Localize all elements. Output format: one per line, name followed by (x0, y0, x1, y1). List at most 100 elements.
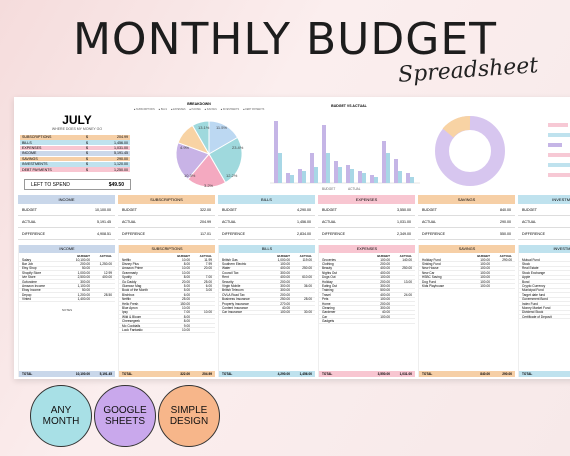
row-name: Glamour Mag (122, 284, 142, 289)
table-row[interactable]: Etsy Shop 50.00 (19, 266, 115, 272)
table-row[interactable]: Hello Fresh 150.00 (119, 302, 215, 307)
table-row[interactable]: Eating Out 300.00 (319, 284, 415, 289)
card-line-value: 4,908.51 (97, 231, 111, 236)
summary-currency: $ (86, 151, 88, 156)
row-budget: 10.00 (182, 327, 190, 332)
table-row[interactable]: Dog Fund 100.00 (419, 280, 515, 285)
row-actual: 10.00 (204, 310, 212, 315)
table-row[interactable]: Amazon Income 1,100.00 (19, 284, 115, 289)
table-row[interactable]: Mo Cocktails 9.00 (119, 324, 215, 329)
table-row[interactable]: Gadgets (319, 319, 415, 324)
table-row[interactable]: Groceries 100.00 140.00 (319, 258, 415, 263)
table-row[interactable]: Ebay Income 50.00 (19, 288, 115, 294)
table-row[interactable]: Certificate of Deposit (519, 315, 570, 320)
table-row[interactable]: Nights Out 400.00 (319, 271, 415, 276)
table-row[interactable]: OVLA Road Tax 200.00 (219, 293, 315, 298)
table-row[interactable]: Shopify Store 1,000.00 12.99 (19, 271, 115, 276)
table-row[interactable]: Rent 400.00 610.00 (219, 275, 315, 280)
summary-card: INVESTMENTS BUDGET ACTUAL DIFFERENCE (518, 195, 570, 241)
table-row[interactable]: Book of the Month 5.00 3.00 (119, 288, 215, 294)
table-row[interactable]: Disney Plus 8.00 7.99 (119, 262, 215, 267)
table-row[interactable]: New Car 100.00 (419, 271, 515, 276)
table-row[interactable]: Gardener 40.00 (319, 310, 415, 316)
table-row[interactable]: Gofundme 300.00 (19, 279, 115, 285)
table-row[interactable]: Depop 1,200.00 28.50 (19, 293, 115, 298)
table-row[interactable]: Ipsy 7.00 10.00 (119, 310, 215, 316)
table-header: BUDGET ACTUAL (419, 253, 515, 258)
table-row[interactable]: Vinted 1,400.00 (19, 297, 115, 302)
table-row[interactable]: British Gas 1,000.00 119.00 (219, 258, 315, 263)
row-actual: 30.00 (304, 310, 312, 315)
table-row[interactable]: Home 200.00 (319, 302, 415, 307)
table-row[interactable]: Beauty 400.00 250.00 (319, 266, 415, 272)
table-row[interactable]: Glamour Mag 5.00 6.00 (119, 284, 215, 289)
table-row[interactable]: Stock Exchange (519, 270, 570, 276)
detail-table: SUBSCRIPTIONS BUDGET ACTUAL Netflix 10.00 11.… (118, 245, 215, 377)
table-row[interactable]: Pets 100.00 (319, 297, 415, 302)
table-row[interactable]: Dividend Stock (519, 310, 570, 316)
row-budget: 300.00 (80, 279, 90, 284)
table-row[interactable]: Virgin Mobile 300.00 36.00 (219, 284, 315, 289)
total-label: TOTAL (222, 372, 233, 376)
table-row[interactable]: Go Daddy 20.00 25.00 (119, 280, 215, 285)
table-row[interactable]: Car 100.00 (319, 315, 415, 320)
table-row[interactable]: Bond (519, 280, 570, 285)
table-row[interactable]: Content Insurance 40.00 (219, 306, 315, 311)
card-line-label: DIFFERENCE (422, 231, 445, 236)
table-row[interactable]: Index Fund (519, 302, 570, 307)
table-row[interactable]: Holiday 200.00 13.00 (319, 280, 415, 285)
table-row[interactable]: Southern Electric 100.00 (219, 262, 315, 267)
table-row[interactable]: Money Market Fund (519, 306, 570, 311)
table-total: TOTAL 10,100.00 5,191.45 (19, 371, 115, 377)
table-row[interactable]: Cheesegeek 8.00 (119, 319, 215, 324)
table-row[interactable]: Holiday Fund 100.00 290.00 (419, 258, 515, 263)
table-row[interactable]: Security 200.00 (219, 280, 315, 285)
table-row[interactable]: New House 100.00 (419, 266, 515, 272)
table-row[interactable]: Sinking Fund 100.00 (419, 262, 515, 267)
total-label: TOTAL (22, 372, 33, 376)
table-row[interactable]: Dogs Out 100.00 (319, 275, 415, 280)
table-row[interactable]: British Telecom 300.00 (219, 288, 315, 294)
table-row[interactable]: Birchbox 6.00 (119, 293, 215, 298)
table-row[interactable]: Municipal Fund (519, 288, 570, 294)
table-row[interactable]: Kids Playhouse 100.00 (419, 284, 515, 289)
table-row[interactable]: Clothing 200.00 (319, 262, 415, 267)
row-name: Salary (22, 257, 32, 262)
table-row[interactable]: Travel 400.00 24.00 (319, 293, 415, 298)
table-row[interactable]: Property Insurance 270.00 (219, 302, 315, 307)
table-row[interactable]: Real Estate (519, 266, 570, 272)
table-row[interactable]: Netflix 10.00 11.99 (119, 258, 215, 263)
row-name: Beauty (322, 266, 332, 271)
table-row[interactable]: Stock (519, 262, 570, 267)
table-row[interactable]: Council Tax 300.00 (219, 271, 315, 276)
table-row[interactable]: Cleaning 300.00 (319, 306, 415, 311)
table-row[interactable]: Ivie Store 2,500.00 400.00 (19, 275, 115, 280)
table-row[interactable]: Netflix 25.00 (119, 297, 215, 302)
table-row[interactable]: Salary 10,100.00 (19, 257, 115, 263)
header-budget: BUDGET (177, 253, 190, 258)
table-row[interactable]: Training 500.00 (319, 288, 415, 294)
summary-card: SAVINGS BUDGET 840.00 ACTUAL 290.00 DIFFERENC… (418, 195, 515, 241)
table-row[interactable]: Crypto Currency (519, 284, 570, 289)
table-row[interactable]: Bar Job 200.00 1,250.00 (19, 262, 115, 267)
table-row[interactable]: Apple (519, 275, 570, 280)
table-total: TOTAL 322.00 204.99 (119, 371, 215, 377)
table-row[interactable]: Blue Apron 10.00 (119, 306, 215, 311)
pie-legend-item: EXPENSES (171, 109, 185, 111)
table-row[interactable]: HSBC Saving 100.00 (419, 275, 515, 280)
row-budget: 200.00 (80, 262, 90, 267)
table-row[interactable]: Water 400.00 250.00 (219, 266, 315, 272)
row-budget: 7.00 (183, 310, 190, 315)
budget-bar (286, 173, 290, 183)
table-row[interactable]: Wild & Bloom 8.00 (119, 315, 215, 320)
table-row[interactable]: Government Bond (519, 297, 570, 302)
table-row[interactable]: Target date fund (519, 293, 570, 298)
table-row[interactable]: Spotify 8.00 7.00 (119, 275, 215, 280)
table-row[interactable]: Business Insurance 250.00 28.00 (219, 297, 315, 302)
table-row[interactable]: Mutual Fund (519, 258, 570, 263)
row-name: Stock Exchange (522, 270, 546, 275)
table-row[interactable]: Amazon Prime 10.00 20.00 (119, 266, 215, 272)
table-row[interactable]: Grammarly 10.00 (119, 271, 215, 276)
table-row[interactable]: Car Insurance 100.00 30.00 (219, 310, 315, 316)
table-row[interactable]: Look Fantastic 10.00 (119, 327, 215, 333)
